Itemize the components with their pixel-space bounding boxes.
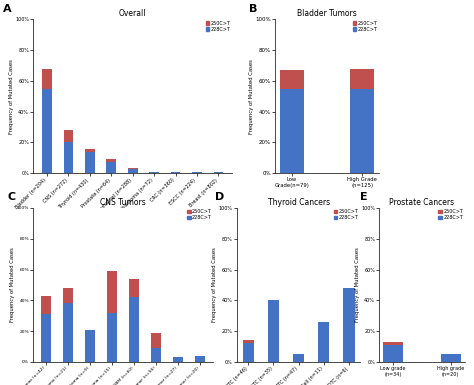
Bar [151, 333, 161, 348]
Legend: 250C>T, 228C>T: 250C>T, 228C>T [352, 20, 378, 32]
Title: Thyroid Cancers: Thyroid Cancers [267, 198, 330, 207]
Bar [107, 162, 116, 173]
Legend: 250C>T, 228C>T: 250C>T, 228C>T [438, 209, 464, 221]
Text: B: B [249, 4, 257, 14]
Title: CNS Tumors: CNS Tumors [100, 198, 146, 207]
Bar [129, 297, 139, 362]
Bar [42, 89, 52, 173]
Bar [350, 89, 374, 173]
Bar [64, 130, 73, 142]
Bar [41, 314, 51, 362]
Bar [149, 172, 159, 173]
Text: E: E [360, 192, 368, 203]
Bar [318, 322, 329, 362]
Bar [383, 342, 403, 345]
Bar [42, 69, 52, 89]
Bar [107, 159, 116, 162]
Bar [293, 354, 304, 362]
Bar [383, 345, 403, 362]
Bar [128, 168, 137, 169]
Title: Prostate Cancers: Prostate Cancers [389, 198, 455, 207]
Bar [195, 356, 205, 362]
Title: Overall: Overall [119, 10, 146, 18]
Y-axis label: Frequency of Mutated Cases: Frequency of Mutated Cases [212, 248, 218, 322]
Bar [151, 348, 161, 362]
Text: D: D [215, 192, 224, 203]
Text: C: C [8, 192, 16, 203]
Bar [343, 288, 355, 362]
Bar [192, 172, 202, 173]
Bar [85, 149, 95, 152]
Bar [268, 300, 279, 362]
Y-axis label: Frequency of Mutated Cases: Frequency of Mutated Cases [355, 248, 360, 322]
Bar [214, 172, 223, 173]
Legend: 250C>T, 228C>T: 250C>T, 228C>T [333, 209, 359, 221]
Bar [280, 70, 304, 89]
Bar [440, 354, 461, 362]
Legend: 250C>T, 228C>T: 250C>T, 228C>T [186, 209, 212, 221]
Bar [85, 152, 95, 173]
Bar [128, 169, 137, 173]
Bar [64, 288, 73, 303]
Y-axis label: Frequency of Mutated Cases: Frequency of Mutated Cases [9, 59, 14, 134]
Bar [129, 279, 139, 297]
Bar [41, 296, 51, 314]
Y-axis label: Frequency of Mutated Cases: Frequency of Mutated Cases [10, 248, 15, 322]
Bar [171, 172, 181, 173]
Bar [64, 303, 73, 362]
Bar [107, 313, 117, 362]
Y-axis label: Frequency of Mutated Cases: Frequency of Mutated Cases [249, 59, 254, 134]
Title: Bladder Tumors: Bladder Tumors [297, 10, 357, 18]
Text: A: A [3, 4, 12, 14]
Bar [243, 343, 254, 362]
Bar [350, 69, 374, 89]
Bar [280, 89, 304, 173]
Bar [107, 271, 117, 313]
Bar [243, 340, 254, 343]
Bar [85, 330, 95, 362]
Legend: 250C>T, 228C>T: 250C>T, 228C>T [205, 20, 231, 32]
Bar [173, 357, 183, 362]
Bar [64, 142, 73, 173]
